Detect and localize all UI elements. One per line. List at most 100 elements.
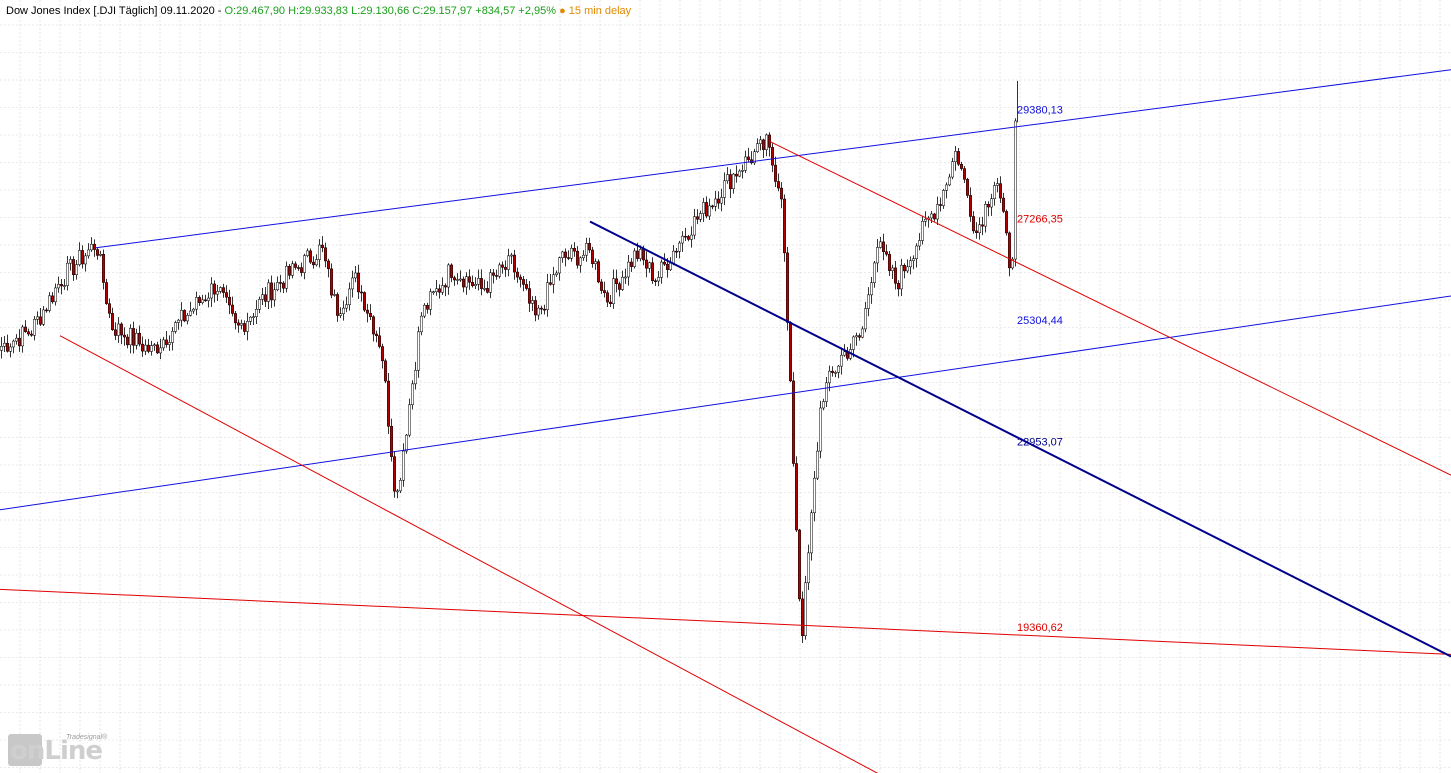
candle-body bbox=[285, 265, 288, 289]
candle-body bbox=[936, 204, 939, 220]
candle-body bbox=[603, 290, 606, 294]
candle-body bbox=[582, 254, 585, 259]
trendline[interactable] bbox=[59, 335, 945, 773]
trendlines[interactable] bbox=[0, 69, 1451, 773]
trendline[interactable] bbox=[0, 588, 1451, 655]
candle-body bbox=[411, 383, 414, 406]
candle-body bbox=[408, 404, 411, 436]
candle-body bbox=[279, 282, 282, 284]
candle-body bbox=[819, 407, 822, 452]
candle-body bbox=[537, 307, 540, 316]
candle-body bbox=[336, 294, 339, 316]
candle-body bbox=[690, 234, 693, 240]
candle-body bbox=[828, 370, 831, 384]
candle-body bbox=[870, 282, 873, 296]
trendline[interactable] bbox=[769, 141, 1451, 476]
candle-body bbox=[477, 278, 480, 285]
candle-body bbox=[81, 250, 84, 265]
trendline[interactable] bbox=[94, 69, 1451, 249]
trendline[interactable] bbox=[0, 295, 1451, 511]
candle-body bbox=[882, 241, 885, 252]
candle-body bbox=[507, 255, 510, 270]
tradesignal-logo: onLine Tradesignal® bbox=[8, 734, 113, 768]
candle-body bbox=[564, 251, 567, 258]
candle-body bbox=[435, 288, 438, 293]
candle-body bbox=[705, 202, 708, 217]
candle-body bbox=[609, 301, 612, 304]
trendline[interactable] bbox=[589, 220, 1451, 658]
candle-body bbox=[387, 380, 390, 427]
candle-body bbox=[225, 292, 228, 298]
candle-body bbox=[129, 328, 132, 346]
candle-body bbox=[579, 257, 582, 266]
candle-body bbox=[318, 244, 321, 260]
candle-body bbox=[663, 261, 666, 265]
candle-body bbox=[237, 322, 240, 326]
candle-body bbox=[852, 336, 855, 350]
level-label: 22953,07 bbox=[1017, 436, 1063, 448]
candle-body bbox=[780, 187, 783, 200]
candle-body bbox=[72, 259, 75, 275]
candle-body bbox=[288, 265, 291, 276]
candle-body bbox=[231, 304, 234, 314]
candle-body bbox=[39, 316, 42, 325]
candle-body bbox=[159, 347, 162, 354]
candle-body bbox=[0, 346, 3, 351]
candle-body bbox=[207, 297, 210, 301]
candle-body bbox=[267, 282, 270, 302]
candle-body bbox=[993, 185, 996, 199]
logo-brand-small: Tradesignal® bbox=[66, 734, 108, 741]
level-labels: 29380,13 27266,35 25304,44 22953,07 19360,62 bbox=[1017, 104, 1063, 634]
candle-body bbox=[612, 278, 615, 304]
candle-body bbox=[33, 319, 36, 336]
level-label: 27266,35 bbox=[1017, 214, 1063, 226]
candle-body bbox=[405, 434, 408, 452]
candle-body bbox=[744, 156, 747, 171]
candle-body bbox=[357, 272, 360, 293]
candle-body bbox=[375, 333, 378, 337]
candle-body bbox=[831, 370, 834, 373]
candle-body bbox=[426, 304, 429, 310]
candle-body bbox=[723, 180, 726, 198]
candle-body bbox=[900, 265, 903, 290]
candle-body bbox=[879, 241, 882, 248]
candle-body bbox=[363, 292, 366, 311]
candle-body bbox=[198, 297, 201, 303]
candle-body bbox=[864, 308, 867, 330]
candle-body bbox=[84, 255, 87, 265]
candle-body bbox=[636, 250, 639, 259]
instrument-title: Dow Jones Index [.DJI Täglich] 09.11.202… bbox=[6, 5, 222, 17]
chart-header: Dow Jones Index [.DJI Täglich] 09.11.202… bbox=[6, 5, 631, 17]
candle-body bbox=[420, 315, 423, 333]
candle-body bbox=[99, 254, 102, 256]
candle-body bbox=[873, 262, 876, 283]
candle-body bbox=[3, 342, 6, 347]
candle-body bbox=[555, 272, 558, 276]
candle-body bbox=[600, 281, 603, 291]
candle-body bbox=[327, 260, 330, 270]
candle-body bbox=[24, 326, 27, 332]
candle-body bbox=[660, 261, 663, 278]
candle-body bbox=[807, 552, 810, 584]
candle-body bbox=[273, 289, 276, 301]
candle-body bbox=[21, 326, 24, 347]
candle-body bbox=[75, 264, 78, 275]
candle-body bbox=[186, 315, 189, 322]
candle-body bbox=[447, 264, 450, 288]
candle-body bbox=[891, 267, 894, 271]
candle-body bbox=[93, 243, 96, 250]
candle-body bbox=[918, 240, 921, 247]
candle-body bbox=[60, 284, 63, 287]
candle-body bbox=[168, 342, 171, 345]
candle-body bbox=[786, 252, 789, 323]
candle-body bbox=[51, 295, 54, 303]
candle-body bbox=[999, 183, 1002, 199]
candle-body bbox=[48, 295, 51, 311]
candle-body bbox=[30, 333, 33, 336]
candle-body bbox=[738, 170, 741, 177]
candle-body bbox=[57, 284, 60, 289]
candle-body bbox=[504, 267, 507, 270]
candle-body bbox=[417, 331, 420, 371]
